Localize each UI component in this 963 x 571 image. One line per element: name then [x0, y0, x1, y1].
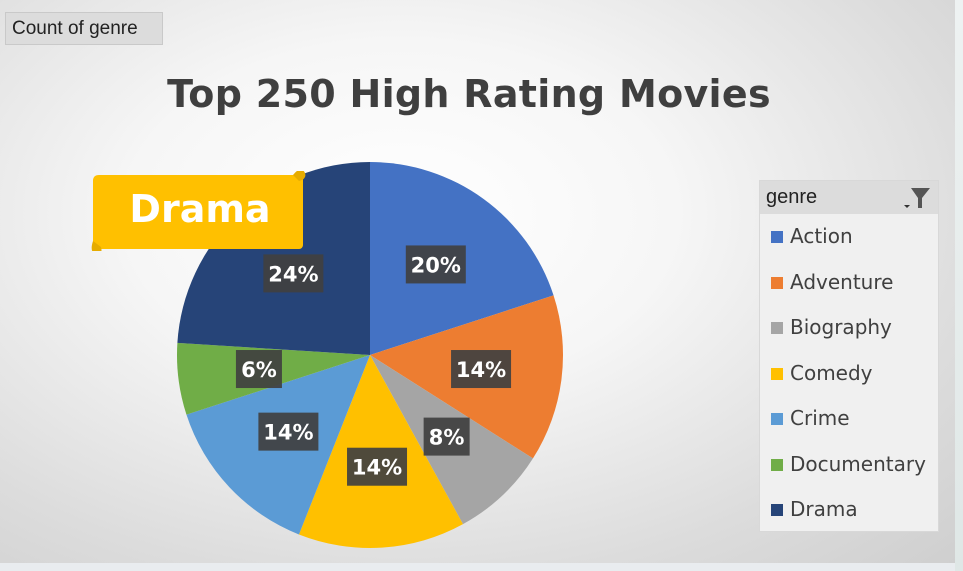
svg-text:24%: 24% — [268, 262, 318, 286]
legend-item-label: Adventure — [790, 269, 894, 294]
legend-item-comedy[interactable]: Comedy — [760, 351, 938, 397]
legend-item-crime[interactable]: Crime — [760, 396, 938, 442]
legend-item-label: Biography — [790, 315, 892, 339]
pie-chart[interactable]: 20% 14% 8% 14% 14% 6% 24% — [0, 0, 955, 563]
legend-swatch — [771, 322, 783, 334]
legend-swatch — [771, 231, 783, 243]
legend-item-drama[interactable]: Drama — [760, 487, 938, 533]
chart-title: Top 250 High Rating Movies — [167, 72, 771, 116]
legend-swatch — [771, 504, 783, 516]
svg-text:8%: 8% — [429, 426, 465, 450]
legend-item-adventure[interactable]: Adventure — [760, 260, 938, 306]
svg-text:6%: 6% — [241, 358, 277, 382]
svg-text:14%: 14% — [352, 456, 402, 480]
legend-item-label: Drama — [790, 497, 858, 521]
legend-header[interactable]: genre — [760, 181, 938, 214]
legend-item-label: Crime — [790, 406, 850, 430]
legend-item-label: Action — [790, 224, 853, 248]
drama-callout-banner — [91, 171, 306, 251]
legend-item-biography[interactable]: Biography — [760, 305, 938, 351]
data-label-adventure: 14% — [451, 350, 512, 389]
data-label-comedy: 14% — [347, 447, 408, 486]
count-of-genre-field-button[interactable]: Count of genre — [5, 12, 163, 45]
data-label-documentary: 6% — [235, 350, 282, 389]
callout-label: Drama — [129, 187, 271, 231]
legend-swatch — [771, 413, 783, 425]
legend-swatch — [771, 276, 783, 289]
svg-text:14%: 14% — [263, 421, 313, 445]
genre-legend-slicer[interactable]: genre Action Adventure Biography Comedy Crim… — [759, 180, 939, 532]
data-label-action: 20% — [405, 245, 466, 284]
svg-text:14%: 14% — [456, 358, 506, 382]
data-label-biography: 8% — [423, 417, 470, 456]
legend-swatch — [771, 367, 783, 380]
window-edge — [955, 0, 963, 571]
legend-item-label: Documentary — [790, 451, 926, 476]
legend-item-action[interactable]: Action — [760, 214, 938, 260]
legend-header-label: genre — [766, 186, 818, 208]
data-label-drama: 24% — [263, 254, 324, 293]
data-label-crime: 14% — [258, 412, 319, 451]
chart-area: Count of genre Top 250 High Rating Movie… — [0, 0, 955, 563]
legend-item-label: Comedy — [790, 360, 873, 385]
svg-text:20%: 20% — [411, 253, 461, 277]
filter-icon[interactable] — [902, 185, 932, 211]
legend-item-documentary[interactable]: Documentary — [760, 442, 938, 488]
legend-swatch — [771, 458, 783, 471]
